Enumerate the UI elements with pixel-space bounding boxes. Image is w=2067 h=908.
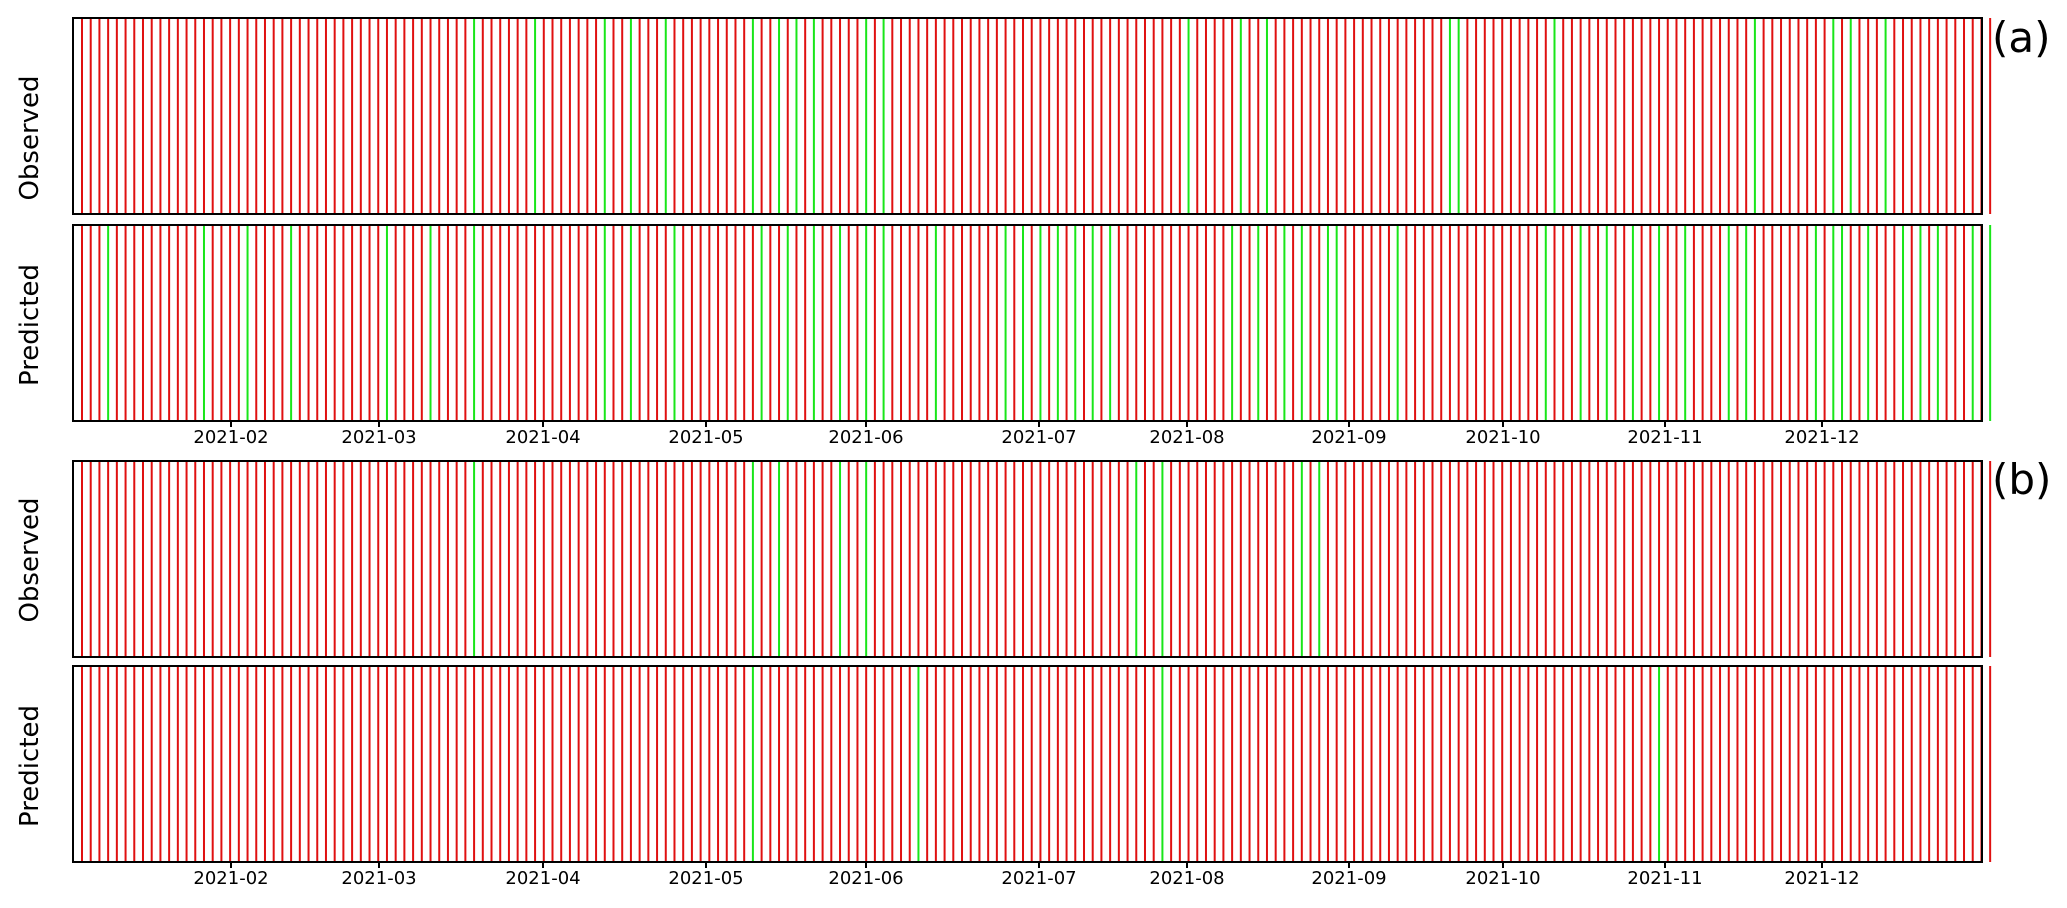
x-tick-label: 2021-05 — [668, 868, 743, 889]
x-axis-ticks-a: 2021-02 2021-03 2021-04 2021-05 2021-06 2021-… — [193, 421, 1860, 448]
predicted-axes-frame — [72, 665, 1983, 863]
x-tick-label: 2021-04 — [505, 427, 580, 448]
x-tick-label: 2021-06 — [828, 427, 903, 448]
x-tick-label: 2021-10 — [1465, 868, 1540, 889]
x-tick-label: 2021-05 — [668, 427, 743, 448]
x-tick-label: 2021-03 — [341, 427, 416, 448]
x-axis-ticks-b: 2021-02 2021-03 2021-04 2021-05 2021-06 2021-… — [193, 862, 1860, 889]
x-tick-label: 2021-11 — [1627, 427, 1702, 448]
predicted-ylabel: Predicted — [15, 264, 45, 386]
predicted-axes-frame — [72, 224, 1983, 422]
x-tick-label: 2021-12 — [1784, 868, 1859, 889]
x-tick-label: 2021-08 — [1149, 427, 1224, 448]
x-tick-label: 2021-07 — [1001, 868, 1076, 889]
predicted-strip: Predicted — [15, 665, 1992, 863]
observed-ylabel: Observed — [15, 75, 45, 200]
panel-a: (a) Observed Predicted 2021-02 2021-03 202… — [15, 13, 2051, 448]
x-tick-label: 2021-09 — [1311, 427, 1386, 448]
predicted-ylabel: Predicted — [15, 705, 45, 827]
observed-strip: Observed — [15, 460, 1992, 658]
x-tick-label: 2021-11 — [1627, 868, 1702, 889]
x-tick-label: 2021-07 — [1001, 427, 1076, 448]
observed-axes-frame — [72, 17, 1983, 215]
panel-a-label: (a) — [1992, 13, 2051, 62]
x-tick-label: 2021-12 — [1784, 427, 1859, 448]
x-tick-label: 2021-04 — [505, 868, 580, 889]
x-tick-label: 2021-02 — [193, 427, 268, 448]
x-tick-label: 2021-08 — [1149, 868, 1224, 889]
observed-event-lines — [81, 18, 1992, 214]
observed-axes-frame — [72, 460, 1983, 658]
observed-event-lines — [81, 461, 1992, 657]
x-tick-label: 2021-10 — [1465, 427, 1540, 448]
observed-ylabel: Observed — [15, 497, 45, 622]
predicted-strip: Predicted — [15, 224, 1992, 422]
x-tick-label: 2021-06 — [828, 868, 903, 889]
predicted-event-lines — [81, 666, 1992, 862]
panel-b: (b) Observed Predicted 2021-02 2021-03 202… — [15, 455, 2051, 889]
x-tick-label: 2021-03 — [341, 868, 416, 889]
x-tick-label: 2021-02 — [193, 868, 268, 889]
x-tick-label: 2021-09 — [1311, 868, 1386, 889]
observed-strip: Observed — [15, 17, 1992, 215]
panel-b-label: (b) — [1992, 455, 2051, 504]
predicted-event-lines — [81, 225, 1992, 421]
